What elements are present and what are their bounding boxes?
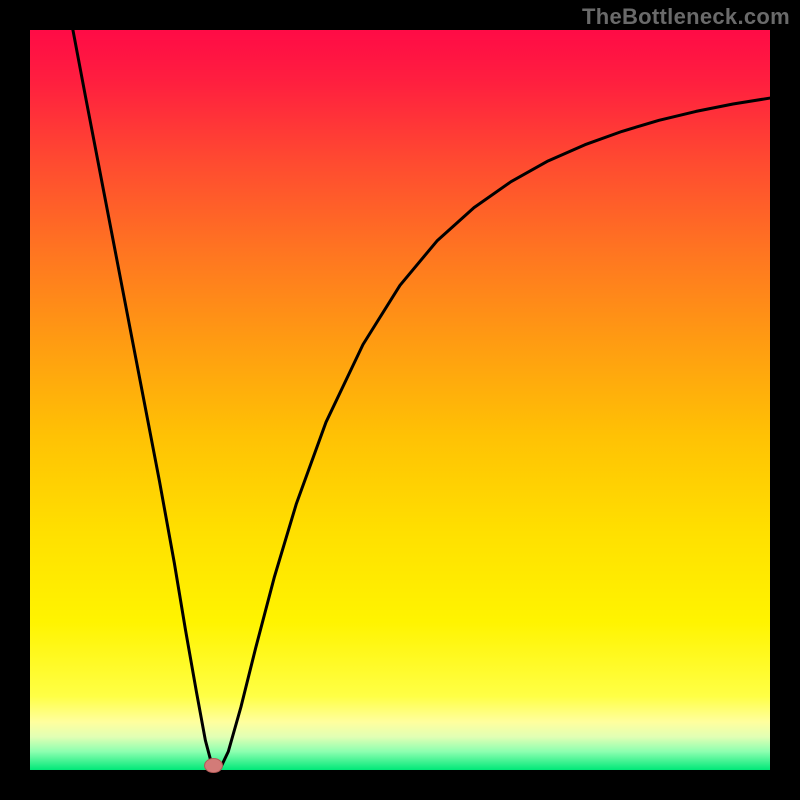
minimum-marker <box>205 759 223 773</box>
plot-background <box>30 30 770 770</box>
bottleneck-chart: TheBottleneck.com <box>0 0 800 800</box>
chart-svg <box>0 0 800 800</box>
watermark-text: TheBottleneck.com <box>582 4 790 30</box>
